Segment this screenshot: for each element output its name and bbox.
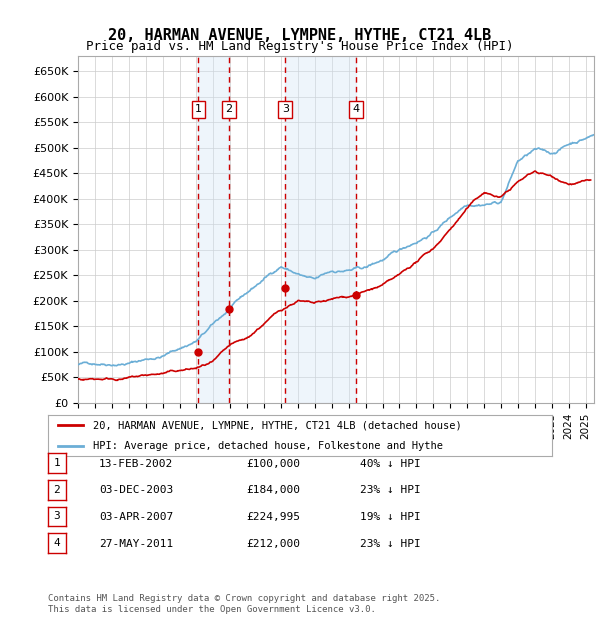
Bar [285,56,356,403]
Text: 27-MAY-2011: 27-MAY-2011 [99,539,173,549]
Text: Contains HM Land Registry data © Crown copyright and database right 2025.
This d: Contains HM Land Registry data © Crown c… [48,595,440,614]
Text: 40% ↓ HPI: 40% ↓ HPI [360,459,421,469]
Text: 3: 3 [53,512,61,521]
Text: HPI: Average price, detached house, Folkestone and Hythe: HPI: Average price, detached house, Folk… [94,441,443,451]
Text: £100,000: £100,000 [246,459,300,469]
Text: £224,995: £224,995 [246,512,300,522]
Text: 13-FEB-2002: 13-FEB-2002 [99,459,173,469]
Text: 2: 2 [53,485,61,495]
Text: 3: 3 [282,104,289,115]
Text: 20, HARMAN AVENUE, LYMPNE, HYTHE, CT21 4LB (detached house): 20, HARMAN AVENUE, LYMPNE, HYTHE, CT21 4… [94,420,462,430]
Text: 4: 4 [352,104,359,115]
Text: 1: 1 [195,104,202,115]
Text: 2: 2 [226,104,232,115]
Text: 03-APR-2007: 03-APR-2007 [99,512,173,522]
Text: £212,000: £212,000 [246,539,300,549]
Text: 23% ↓ HPI: 23% ↓ HPI [360,485,421,495]
Bar [199,56,229,403]
Text: £184,000: £184,000 [246,485,300,495]
Text: 20, HARMAN AVENUE, LYMPNE, HYTHE, CT21 4LB: 20, HARMAN AVENUE, LYMPNE, HYTHE, CT21 4… [109,28,491,43]
Text: 03-DEC-2003: 03-DEC-2003 [99,485,173,495]
Text: Price paid vs. HM Land Registry's House Price Index (HPI): Price paid vs. HM Land Registry's House … [86,40,514,53]
Text: 1: 1 [53,458,61,468]
Text: 19% ↓ HPI: 19% ↓ HPI [360,512,421,522]
Text: 4: 4 [53,538,61,548]
Text: 23% ↓ HPI: 23% ↓ HPI [360,539,421,549]
